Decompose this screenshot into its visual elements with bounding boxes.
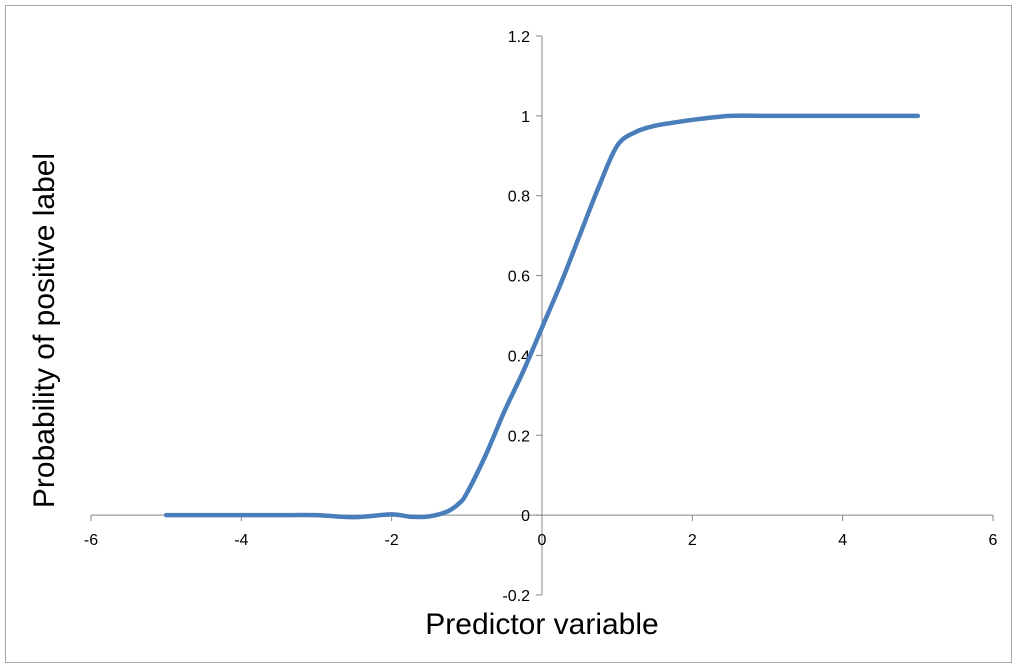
y-tick-label: 1: [521, 109, 530, 126]
y-axis-title: Probability of positive label: [28, 153, 61, 508]
y-tick-label: 0.6: [508, 269, 530, 286]
x-tick-label: 6: [989, 532, 998, 549]
series-line: [163, 113, 921, 520]
y-tick-label: 0.4: [508, 348, 530, 365]
x-tick-label: -6: [84, 532, 98, 549]
chart-plot: -6 -4 -2 0 2 4 6 -0.2 0 0.2 0.4 0.6 0.8 1 1.2 Predicto…: [28, 29, 998, 641]
axes: [90, 35, 994, 596]
x-tick-label: -2: [385, 532, 399, 549]
y-tick-label: 0.2: [508, 428, 530, 445]
y-tick-label: 0: [521, 508, 530, 525]
x-axis-title: Predictor variable: [425, 608, 658, 641]
y-tick-label: 1.2: [508, 29, 530, 46]
x-tick-label: 4: [838, 532, 847, 549]
series-layer: [163, 113, 921, 520]
chart-frame: -6 -4 -2 0 2 4 6 -0.2 0 0.2 0.4 0.6 0.8 1 1.2 Predicto…: [5, 5, 1012, 663]
y-tick-label: 0.8: [508, 189, 530, 206]
x-tick-label: -4: [234, 532, 248, 549]
x-tick-label: 2: [688, 532, 697, 549]
y-tick-label: -0.2: [502, 588, 530, 605]
tick-labels: -6 -4 -2 0 2 4 6 -0.2 0 0.2 0.4 0.6 0.8 1 1.2: [84, 29, 998, 605]
x-tick-label: 0: [538, 532, 547, 549]
